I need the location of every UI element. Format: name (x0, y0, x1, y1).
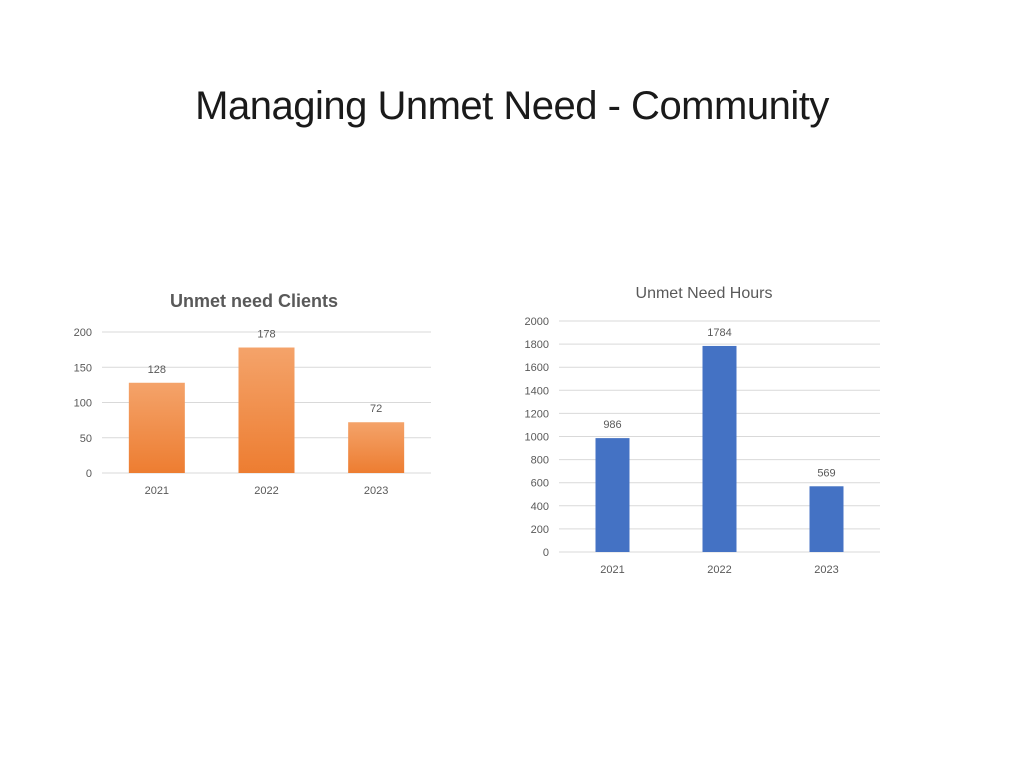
y-tick-label: 150 (74, 362, 92, 374)
y-tick-label: 50 (80, 433, 92, 445)
data-label-2023: 569 (817, 467, 835, 479)
chart-title: Unmet need Clients (170, 291, 338, 311)
y-tick-label: 800 (531, 455, 549, 467)
x-tick-label: 2022 (254, 485, 278, 497)
data-label-2021: 986 (603, 419, 621, 431)
data-label-2023: 72 (370, 403, 382, 415)
x-tick-label: 2022 (707, 564, 731, 576)
bar-2022 (238, 347, 295, 473)
y-tick-label: 1600 (525, 362, 549, 374)
y-tick-label: 600 (531, 478, 549, 490)
data-label-2022: 1784 (707, 327, 731, 339)
y-tick-label: 0 (543, 547, 549, 559)
x-tick-label: 2021 (600, 564, 624, 576)
y-tick-label: 400 (531, 501, 549, 513)
y-tick-label: 1400 (525, 385, 549, 397)
y-tick-label: 200 (531, 524, 549, 536)
y-tick-label: 100 (74, 398, 92, 410)
bar-2021 (128, 382, 185, 473)
bar-2022 (702, 345, 737, 552)
bar-2023 (809, 486, 844, 552)
x-tick-label: 2021 (145, 485, 169, 497)
y-tick-label: 200 (74, 327, 92, 339)
chart-title: Unmet Need Hours (636, 285, 773, 302)
y-tick-label: 1800 (525, 339, 549, 351)
x-tick-label: 2023 (814, 564, 838, 576)
bar-2023 (348, 422, 405, 473)
data-label-2021: 128 (148, 364, 166, 376)
y-tick-label: 2000 (525, 316, 549, 328)
data-label-2022: 178 (257, 329, 275, 341)
y-tick-label: 1000 (525, 432, 549, 444)
clients-bar-chart: Unmet need Clients 0 50 100 150 200 128 2021 178… (74, 291, 431, 497)
slide-title: Managing Unmet Need - Community (195, 84, 829, 128)
y-tick-label: 1200 (525, 408, 549, 420)
y-tick-label: 0 (86, 468, 92, 480)
x-tick-label: 2023 (364, 485, 388, 497)
hours-bar-chart: Unmet Need Hours 0 200 400 600 800 1000 1200 140… (525, 285, 880, 576)
bar-2021 (595, 438, 630, 552)
